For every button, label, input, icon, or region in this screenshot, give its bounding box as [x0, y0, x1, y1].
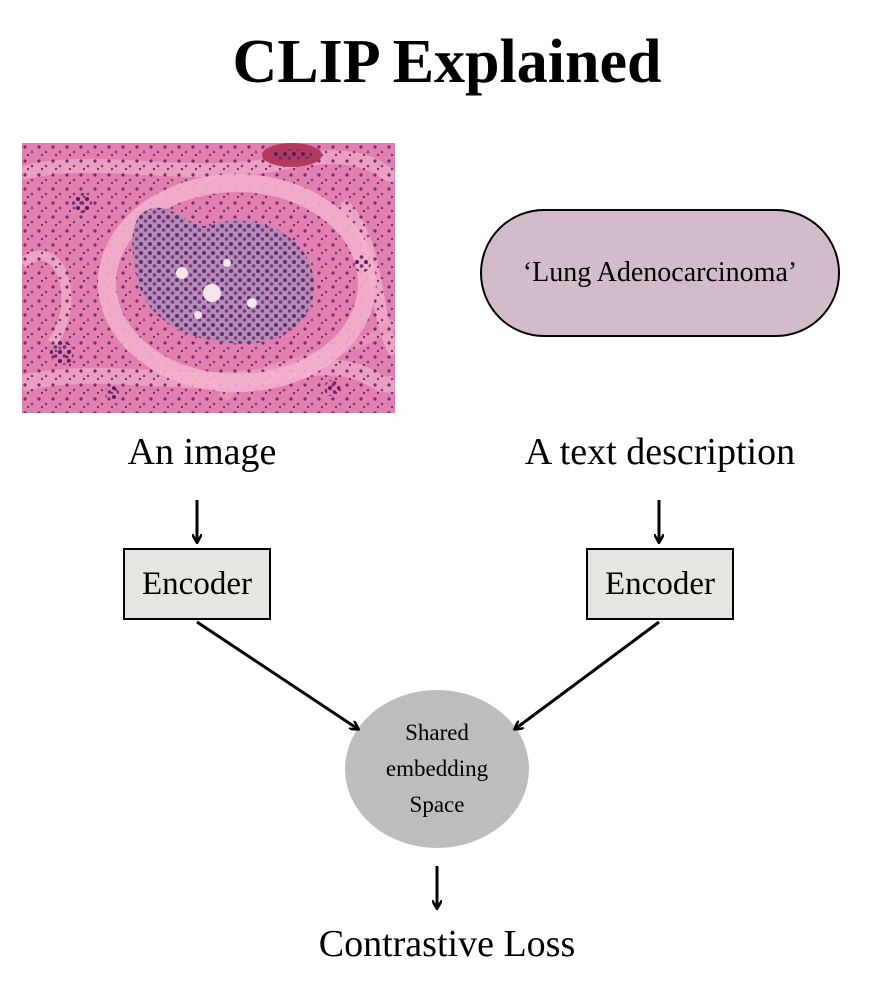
embedding-line-1: Shared	[405, 720, 469, 745]
text-encoder-box: Encoder	[586, 548, 734, 620]
image-encoder-label: Encoder	[142, 565, 252, 602]
text-encoder-label: Encoder	[605, 565, 715, 602]
histology-image	[22, 143, 395, 413]
image-encoder-box: Encoder	[123, 548, 271, 620]
arrow-text-encoder-to-embedding	[515, 620, 660, 729]
shared-embedding-space: Shared embedding Space	[345, 690, 529, 848]
arrow-image-encoder-to-embedding	[196, 620, 358, 729]
embedding-line-2: embedding	[385, 756, 489, 781]
text-description-value: ‘Lung Adenocarcinoma’	[522, 257, 798, 288]
contrastive-loss-label: Contrastive Loss	[318, 923, 576, 965]
image-input-label: An image	[127, 431, 277, 473]
embedding-line-3: Space	[409, 792, 465, 817]
text-description-pill: ‘Lung Adenocarcinoma’	[480, 209, 840, 337]
diagram-title: CLIP Explained	[232, 28, 662, 96]
text-input-label: A text description	[524, 431, 796, 473]
